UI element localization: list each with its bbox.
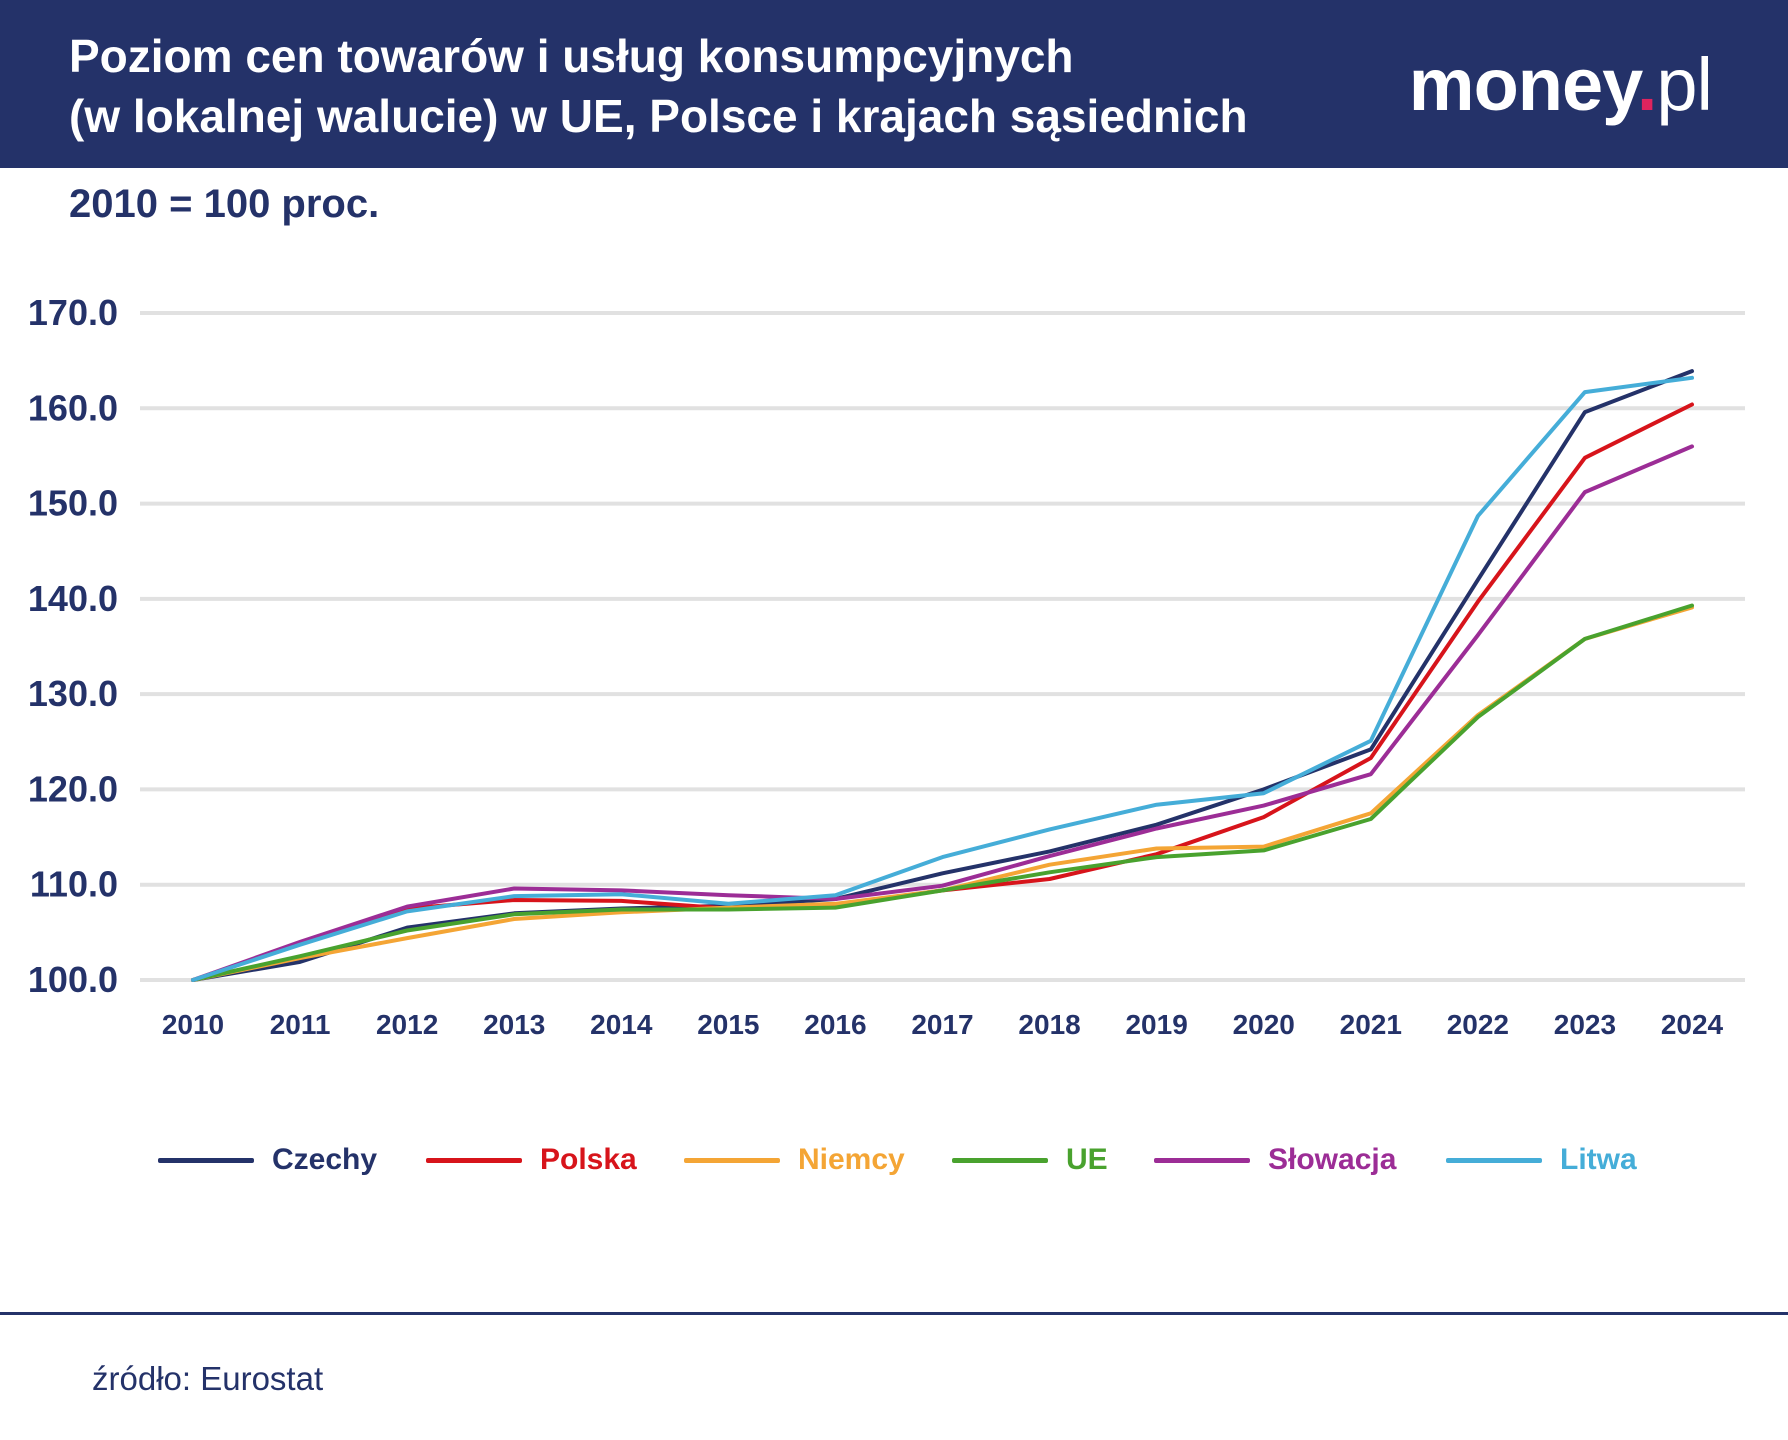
x-tick-label: 2012 <box>376 1009 438 1040</box>
x-tick-label: 2021 <box>1340 1009 1402 1040</box>
logo-main: money <box>1408 43 1638 126</box>
grid-lines <box>140 311 1745 982</box>
legend-item-czechy: Czechy <box>158 1130 377 1190</box>
series-line-niemcy <box>191 605 1694 982</box>
legend-swatch <box>952 1157 1048 1163</box>
line-chart: 100.0 110.0 120.0 130.0 140.0 150.0 160.0 170.0… <box>28 292 1745 1040</box>
series-line-słowacja <box>191 444 1694 982</box>
series-line-czechy <box>191 369 1694 982</box>
y-tick-label: 110.0 <box>30 864 118 905</box>
y-tick-label: 140.0 <box>28 578 118 619</box>
x-tick-label: 2020 <box>1233 1009 1295 1040</box>
legend-item-ue: UE <box>952 1130 1108 1190</box>
y-tick-label: 130.0 <box>28 673 118 714</box>
x-tick-label: 2011 <box>270 1009 331 1040</box>
y-tick-label: 170.0 <box>28 292 118 333</box>
legend-swatch <box>426 1157 522 1163</box>
legend-label: Niemcy <box>798 1143 905 1176</box>
legend-swatch <box>1446 1157 1542 1163</box>
logo-suffix: pl <box>1656 43 1713 126</box>
chart-title-line-1: Poziom cen towarów i usług konsumpcyjnyc… <box>69 30 1074 82</box>
legend-label: UE <box>1066 1143 1108 1176</box>
chart-title: Poziom cen towarów i usług konsumpcyjnyc… <box>69 26 1369 146</box>
x-tick-label: 2014 <box>590 1009 653 1040</box>
legend-item-litwa: Litwa <box>1446 1130 1637 1190</box>
legend-swatch <box>158 1157 254 1163</box>
chart-legend: Czechy Polska Niemcy UE Słowacja Litwa <box>0 1130 1788 1190</box>
chart-title-line-2: (w lokalnej walucie) w UE, Polsce i kraj… <box>69 90 1248 142</box>
chart-subtitle: 2010 = 100 proc. <box>69 182 380 226</box>
x-tick-label: 2016 <box>804 1009 866 1040</box>
source-note: źródło: Eurostat <box>92 1360 324 1397</box>
y-axis-ticks: 100.0 110.0 120.0 130.0 140.0 150.0 160.0 170.0 <box>28 292 118 1000</box>
legend-item-niemcy: Niemcy <box>684 1130 905 1190</box>
legend-label: Słowacja <box>1268 1143 1397 1176</box>
footer-divider <box>0 1312 1788 1315</box>
legend-label: Litwa <box>1560 1143 1637 1176</box>
x-tick-label: 2018 <box>1018 1009 1080 1040</box>
series-line-ue <box>191 603 1694 982</box>
legend-label: Polska <box>540 1143 637 1176</box>
x-tick-label: 2010 <box>162 1009 224 1040</box>
y-tick-label: 120.0 <box>28 768 118 809</box>
x-tick-label: 2013 <box>483 1009 545 1040</box>
y-tick-label: 100.0 <box>28 959 118 1000</box>
series-line-litwa <box>191 375 1694 982</box>
legend-item-polska: Polska <box>426 1130 637 1190</box>
x-tick-label: 2019 <box>1125 1009 1187 1040</box>
legend-item-słowacja: Słowacja <box>1154 1130 1396 1190</box>
money-pl-logo: money.pl <box>1408 40 1713 130</box>
x-tick-label: 2015 <box>697 1009 759 1040</box>
x-tick-label: 2024 <box>1661 1009 1724 1040</box>
x-axis-ticks: 2010 2011 2012 2013 2014 2015 2016 2017 2018 2019… <box>162 1009 1724 1040</box>
logo-dot: . <box>1636 43 1658 126</box>
x-tick-label: 2017 <box>911 1009 973 1040</box>
legend-swatch <box>684 1157 780 1163</box>
header-bar: Poziom cen towarów i usług konsumpcyjnyc… <box>0 0 1788 168</box>
x-tick-label: 2022 <box>1447 1009 1509 1040</box>
x-tick-label: 2023 <box>1554 1009 1616 1040</box>
legend-swatch <box>1154 1157 1250 1163</box>
legend-label: Czechy <box>272 1143 378 1176</box>
y-tick-label: 150.0 <box>28 483 118 524</box>
series-lines <box>191 369 1694 982</box>
y-tick-label: 160.0 <box>28 387 118 428</box>
